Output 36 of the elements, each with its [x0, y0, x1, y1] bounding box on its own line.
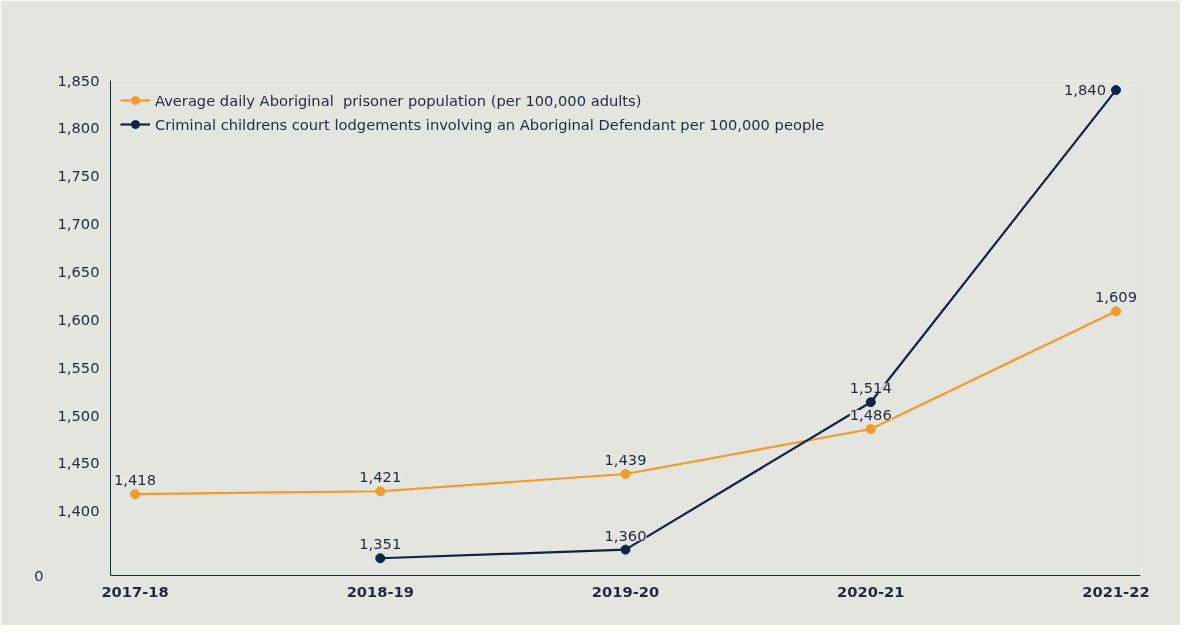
data-label: 1,840 — [1064, 81, 1106, 99]
text: 0 — [34, 566, 44, 584]
legend-label: Average daily Aboriginal prisoner population (per 100,000 adults) — [155, 91, 642, 109]
y-tick-label: 1,400 — [57, 502, 100, 520]
x-tick-label: 2021-22 — [1082, 582, 1150, 600]
point — [130, 489, 141, 500]
x-tick-label: 2019-20 — [591, 582, 660, 600]
x-tick-label: 2020-21 — [837, 582, 905, 600]
data-label: 1,439 — [604, 451, 647, 469]
point — [865, 397, 876, 408]
point — [1110, 85, 1121, 96]
point — [620, 469, 631, 479]
data-label: 1,486 — [849, 406, 892, 424]
point — [375, 553, 386, 564]
data-label: 1,418 — [114, 471, 157, 489]
data-label: 1,421 — [359, 468, 402, 486]
y-tick-label: 1,850 — [57, 71, 100, 89]
y-tick-label: 1,450 — [57, 454, 100, 472]
y-tick-label: 1,500 — [57, 406, 100, 424]
point — [620, 544, 631, 555]
data-label: 1,514 — [849, 379, 892, 397]
y-tick-label: 1,800 — [57, 119, 100, 137]
point — [865, 424, 876, 434]
point — [375, 486, 386, 497]
x-tick-label: 2017-18 — [101, 582, 169, 600]
y-tick-label: 1,700 — [57, 215, 100, 233]
data-label: 1,351 — [359, 535, 402, 553]
y-tick-label: 1,600 — [57, 310, 100, 328]
x-tick-label: 2018-19 — [346, 582, 414, 600]
y-tick-label: 1,550 — [57, 358, 100, 376]
legend-label: Criminal childrens court lodgements involving an Aboriginal Defendant per 100,000 people — [155, 115, 825, 133]
data-label: 1,609 — [1095, 288, 1137, 306]
point — [1110, 306, 1121, 317]
y-tick-label: 1,750 — [57, 167, 100, 185]
data-label: 1,360 — [604, 526, 647, 544]
y-tick-label: 1,650 — [57, 262, 100, 280]
